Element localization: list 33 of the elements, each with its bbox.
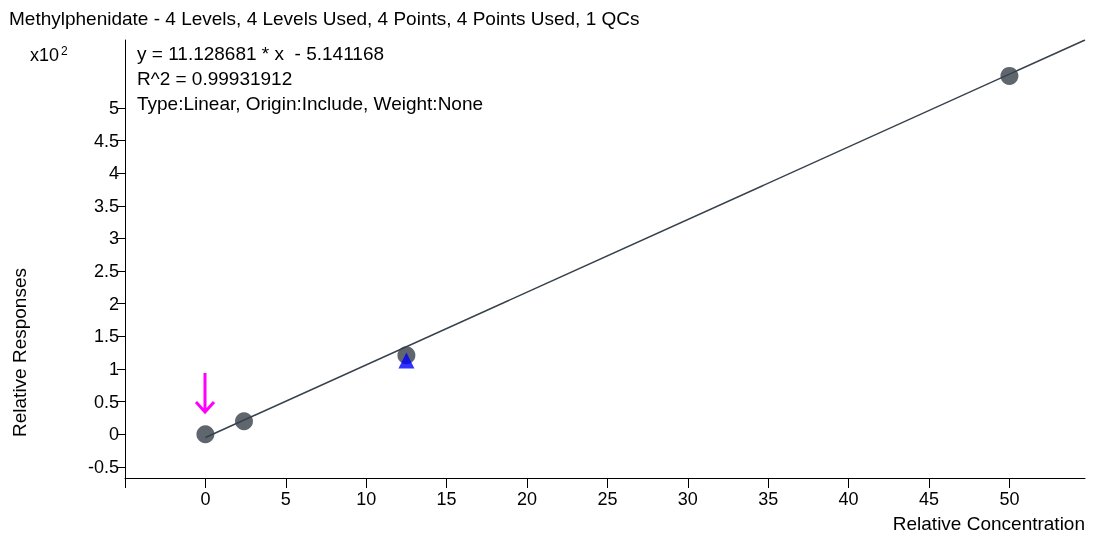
point (1000, 66, 1019, 85)
point (235, 412, 253, 431)
x-tick-label: 40 (838, 489, 859, 509)
y-tick-label: 1 (108, 358, 119, 379)
y-tick-label: 3.5 (93, 195, 119, 216)
x-axis-title: Relative Concentration (892, 513, 1085, 534)
y-tick-label: 0 (108, 424, 119, 445)
x-tick-label: 20 (516, 489, 538, 509)
x-tick-label: 25 (597, 489, 618, 509)
chart-title: Methylphenidate - 4 Levels, 4 Levels Used, 4 Points, 4 Points Used, 1 QCs (9, 8, 640, 29)
x-tick-label: 10 (356, 489, 377, 509)
x-tick-label: 0 (200, 489, 211, 509)
x-tick-label: 5 (280, 489, 291, 509)
annotation: Type:Linear, Origin:Include, Weight:None (137, 93, 484, 114)
y-tick-label: 4.5 (93, 130, 119, 151)
y-axis-title: Relative Responses (9, 267, 30, 437)
y-tick-label: -0.5 (87, 456, 119, 477)
y-tick-label: 0.5 (93, 391, 119, 412)
x-tick-label: 15 (436, 489, 457, 509)
y-tick-label: 4 (108, 163, 119, 184)
point (398, 352, 415, 369)
x-tick-label: 45 (919, 489, 940, 509)
annotation: R^2 = 0.99931912 (137, 68, 293, 89)
x-tick-label: 30 (677, 489, 698, 509)
y-tick-label: 2.5 (93, 261, 119, 282)
x-tick-label: 50 (999, 489, 1020, 509)
x-tick-label: 35 (758, 489, 779, 509)
y-tick-label: 3 (108, 228, 119, 249)
y-tick-label: 5 (108, 97, 119, 118)
annotation: y = 11.128681 * x - 5.141168 (137, 43, 385, 64)
y-tick-label: 2 (108, 293, 119, 314)
point (196, 425, 215, 444)
y-tick-label: 1.5 (93, 326, 119, 347)
